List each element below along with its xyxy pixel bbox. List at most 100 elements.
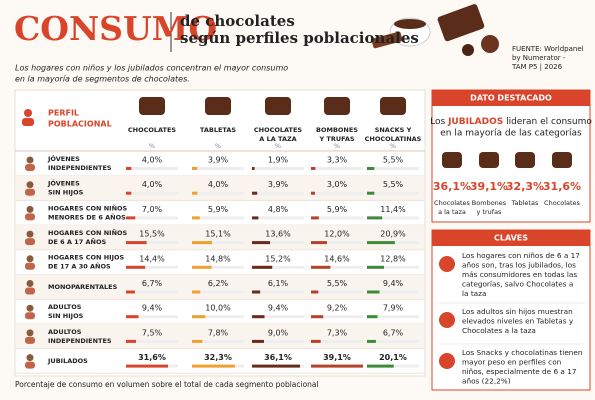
highlight-text-part: lideran el consumo: [503, 117, 592, 127]
intro: en la mayoría de segmentos de chocolates…: [15, 75, 190, 84]
person-icon: [26, 354, 34, 362]
key-icon: [439, 353, 455, 369]
key-text: categorías, salvo Chocolates a: [462, 280, 573, 289]
column-name: CHOCOLATES: [128, 126, 177, 134]
highlight-text-part: JUBILADOS: [447, 117, 503, 127]
bar-track: [252, 167, 304, 170]
cell-value: 3,9%: [208, 156, 229, 165]
bar: [192, 339, 203, 343]
profile-header: PERFIL: [48, 109, 79, 118]
bar: [367, 265, 385, 269]
bar-track: [252, 315, 304, 319]
column-illustration: [265, 97, 291, 115]
profile-header: POBLACIONAL: [48, 120, 112, 129]
key-text: años (22,2%): [462, 377, 511, 386]
cell-value: 11,4%: [380, 205, 406, 214]
bar: [192, 216, 200, 220]
person-icon: [25, 262, 35, 270]
key-text: la taza: [462, 289, 486, 298]
person-icon: [26, 329, 34, 337]
bar-track: [192, 216, 244, 220]
highlight-value: 36,1%: [433, 180, 471, 193]
cell-value: 36,1%: [264, 353, 292, 362]
bar-track: [192, 241, 244, 245]
icon-part: [24, 109, 32, 117]
bar: [311, 290, 319, 294]
person-icon: [26, 280, 34, 287]
bar-track: [311, 216, 363, 220]
highlight-icon: [442, 152, 462, 168]
highlight-label: Chocolates: [544, 199, 581, 207]
bar-track: [311, 290, 363, 294]
cell-value: 6,7%: [142, 279, 163, 288]
column-name: CHOCOLATES: [254, 126, 303, 134]
cell-value: 6,7%: [383, 328, 404, 337]
bar: [126, 265, 146, 269]
column-illustration: [205, 97, 231, 115]
bar: [311, 191, 315, 195]
bar-track: [252, 290, 304, 294]
bar-track: [192, 339, 244, 343]
cell-value: 15,1%: [205, 230, 231, 239]
row-label: JUBILADOS: [47, 357, 88, 365]
cell-value: 20,1%: [379, 353, 407, 362]
keys-title: CLAVES: [494, 234, 528, 243]
cell-value: 12,8%: [380, 254, 406, 263]
cell-value: 9,2%: [327, 304, 348, 313]
bar-track: [367, 290, 419, 294]
cell-value: 12,0%: [324, 230, 350, 239]
cell-value: 7,0%: [142, 205, 163, 214]
cell-value: 3,3%: [327, 156, 348, 165]
row-label: SIN HIJOS: [48, 189, 84, 197]
person-icon: [25, 164, 35, 171]
source: TAM P5 | 2026: [511, 63, 563, 71]
row-label: ADULTOS: [48, 303, 82, 311]
person-icon: [25, 361, 35, 369]
column-illustration: [324, 97, 350, 115]
bar: [311, 339, 321, 343]
cell-value: 32,3%: [204, 353, 232, 362]
title: CONSUMO: [14, 9, 217, 48]
row-label: INDEPENDIENTES: [48, 164, 112, 172]
bar-track: [367, 265, 419, 269]
key-text: mayor peso en perfiles con: [462, 358, 561, 367]
cell-value: 10,0%: [205, 304, 231, 313]
bar: [252, 364, 301, 368]
column-name: Y TRUFAS: [318, 135, 354, 143]
highlight-icon: [552, 152, 572, 168]
person-icon: [26, 181, 34, 189]
bar: [311, 241, 327, 245]
bar-track: [126, 216, 178, 220]
intro: Los hogares con niños y los jubilados co…: [15, 64, 288, 73]
source: FUENTE: Worldpanel: [512, 45, 584, 53]
cell-value: 13,6%: [265, 230, 291, 239]
highlight-text-part: Los: [430, 117, 448, 127]
bar: [192, 191, 198, 195]
bar: [126, 290, 135, 294]
bar-track: [367, 191, 419, 195]
person-icon: [26, 156, 34, 164]
key-text: Los hogares con niños de 6 a 17: [462, 251, 580, 260]
person-icon: [25, 312, 35, 320]
bar: [192, 315, 206, 319]
bar: [252, 191, 258, 195]
bar: [252, 339, 264, 343]
bar: [311, 315, 324, 319]
cell-value: 14,8%: [205, 254, 231, 263]
cell-value: 3,9%: [268, 180, 289, 189]
cell-value: 7,8%: [208, 328, 229, 337]
icon-part: [22, 118, 34, 126]
row-label: HOGARES CON HIJOS: [48, 254, 125, 262]
bar-track: [126, 315, 178, 319]
highlight-value: 31,6%: [543, 180, 581, 193]
cell-value: 5,5%: [383, 156, 404, 165]
highlight-value: 32,3%: [506, 180, 544, 193]
keys-header: [432, 230, 590, 246]
person-icon: [25, 336, 35, 344]
bar-track: [367, 315, 419, 319]
row-label: INDEPENDIENTES: [48, 337, 112, 345]
bar-track: [192, 167, 244, 170]
unit-label: %: [215, 142, 221, 150]
bar: [126, 191, 132, 195]
